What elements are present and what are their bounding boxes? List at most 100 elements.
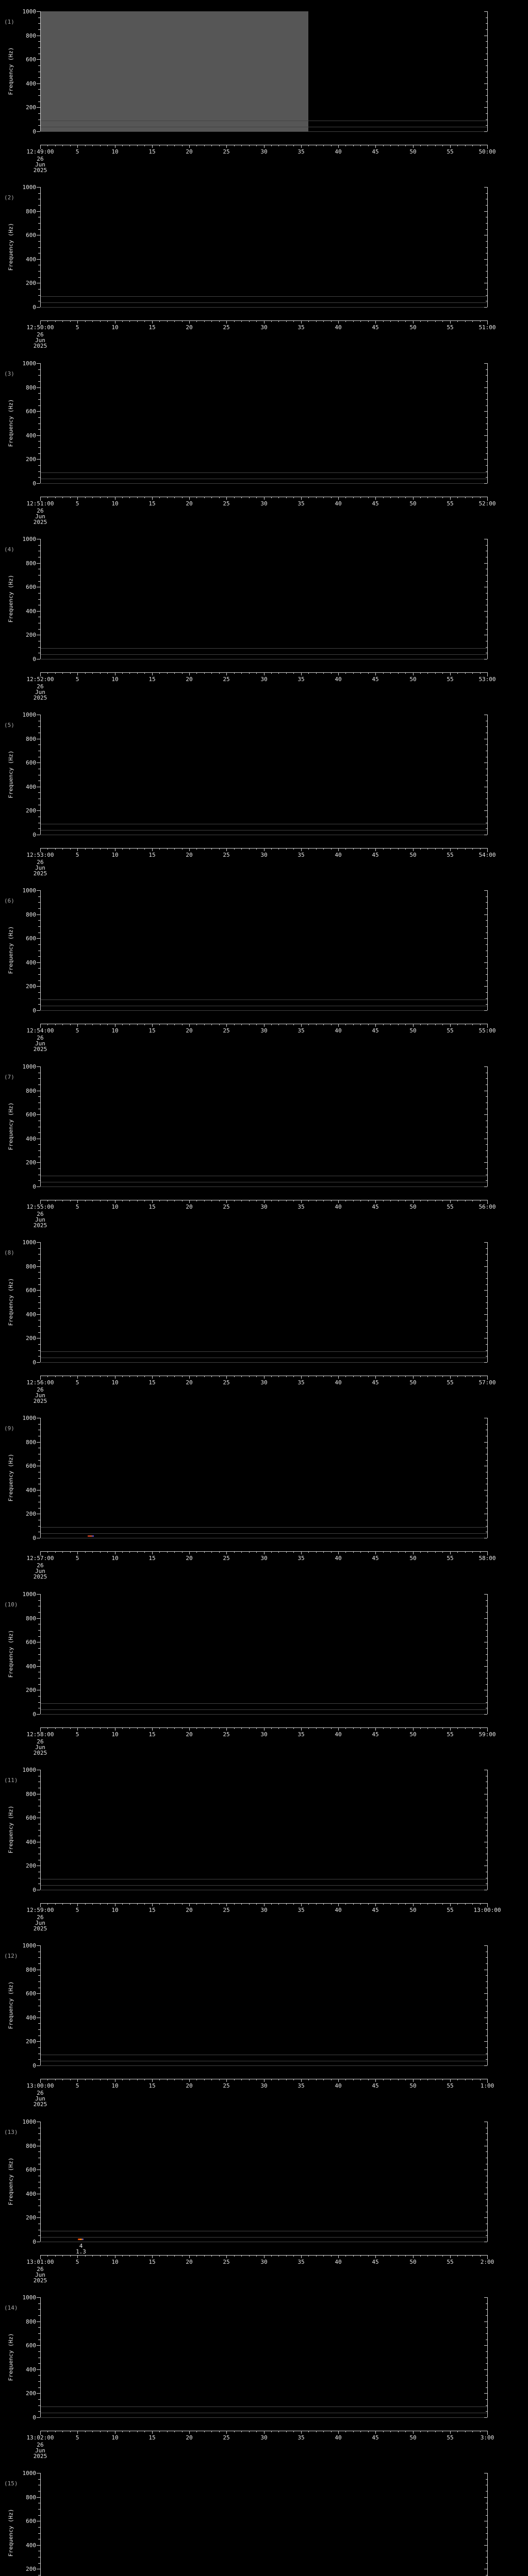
x-axis-minute-label: 25: [223, 676, 230, 683]
x-axis-major-tick: [450, 1727, 451, 1731]
x-axis-major-tick: [77, 848, 78, 851]
x-axis-minor-tick: [323, 672, 324, 674]
x-axis-edge-tick: [487, 145, 488, 149]
x-axis-minor-tick: [144, 145, 145, 146]
x-axis-minor-tick: [211, 1551, 212, 1553]
y-axis-tick-label: 600: [26, 1990, 36, 1997]
y-axis-minor-tick-right: [486, 2375, 487, 2376]
x-axis-minor-tick: [62, 848, 63, 850]
x-axis-minor-tick: [472, 2431, 473, 2432]
x-axis-minor-tick: [345, 1024, 346, 1025]
x-axis-major-tick: [77, 1903, 78, 1906]
y-axis-tick-label: 600: [26, 2166, 36, 2173]
y-axis-tick-label: 0: [32, 1183, 36, 1190]
x-axis-minor-tick: [390, 1200, 391, 1201]
x-axis-minor-tick: [331, 1200, 332, 1201]
x-axis-minute-label: 15: [148, 500, 156, 507]
x-axis-minor-tick: [427, 320, 428, 322]
y-axis-tick-label: 400: [26, 80, 36, 87]
x-axis-minor-tick: [472, 1551, 473, 1553]
y-axis-minor-tick-right: [486, 1684, 487, 1685]
y-axis-tick-label: 1000: [22, 1063, 37, 1070]
x-axis-minor-tick: [62, 1376, 63, 1377]
y-axis-major-tick-right: [484, 259, 487, 260]
start-time-label: 12:54:00: [26, 1027, 54, 1034]
x-axis-major-tick: [226, 672, 227, 675]
x-axis-major-tick: [115, 848, 116, 851]
y-axis-minor-tick-right: [486, 193, 487, 194]
x-axis-minor-tick: [122, 1551, 123, 1553]
y-axis-major-tick: [37, 2369, 40, 2370]
y-axis-major-tick-right: [484, 2065, 487, 2066]
y-axis-minor-tick: [38, 2309, 40, 2310]
x-axis-minor-tick: [47, 1376, 48, 1377]
x-axis-major-tick: [189, 1376, 190, 1379]
x-axis-minor-tick: [405, 2079, 406, 2080]
y-axis-major-tick: [37, 1666, 40, 1667]
y-axis-minor-tick-right: [486, 908, 487, 909]
y-axis-major-tick-right: [484, 11, 487, 12]
x-axis-minor-tick: [278, 1551, 279, 1553]
y-axis-minor-tick-right: [486, 2351, 487, 2352]
y-axis-minor-tick: [38, 2351, 40, 2352]
y-axis-minor-tick-right: [486, 2303, 487, 2304]
x-axis-minor-tick: [368, 1024, 369, 1025]
x-axis-minor-tick: [129, 1727, 130, 1729]
x-axis-minor-tick: [480, 848, 481, 850]
x-axis-minor-tick: [256, 1903, 257, 1905]
x-axis-major-tick: [115, 2431, 116, 2434]
x-axis-minor-tick: [271, 497, 272, 498]
x-axis-minor-tick: [167, 145, 168, 146]
x-axis-minor-tick: [107, 2079, 108, 2080]
y-axis-minor-tick: [38, 65, 40, 66]
x-axis-minor-tick: [62, 672, 63, 674]
x-axis-edge-tick: [487, 2255, 488, 2259]
panel-index-label: (4): [4, 546, 14, 553]
x-axis-minor-tick: [234, 320, 235, 322]
x-axis-minor-tick: [271, 2079, 272, 2080]
start-date-line: 2025: [33, 2277, 47, 2284]
x-axis-minor-tick: [271, 1376, 272, 1377]
x-axis-edge-tick: [40, 2079, 41, 2083]
x-axis-minor-tick: [219, 1727, 220, 1729]
persistent-frequency-line: [41, 2406, 487, 2407]
x-axis-minor-tick: [167, 1551, 168, 1553]
x-axis-minute-label: 55: [447, 1379, 454, 1386]
x-axis-minor-tick: [167, 2255, 168, 2257]
x-axis-minor-tick: [137, 2431, 138, 2432]
y-axis-minor-tick-right: [486, 89, 487, 90]
x-axis-minor-tick: [47, 2079, 48, 2080]
y-axis-tick-label: 400: [26, 608, 36, 615]
x-axis-minor-tick: [70, 1024, 71, 1025]
x-axis-minor-tick: [293, 1551, 294, 1553]
y-axis-tick-label: 0: [32, 480, 36, 487]
x-axis-minute-label: 5: [75, 324, 79, 331]
start-time-label: 12:57:00: [26, 1555, 54, 1562]
x-axis-minor-tick: [196, 2431, 197, 2432]
x-axis-major-tick: [152, 1727, 153, 1731]
x-axis-major-tick: [226, 848, 227, 851]
x-axis-minor-tick: [219, 1376, 220, 1377]
x-axis-major-tick: [264, 848, 265, 851]
y-axis-tick-label: 600: [26, 1111, 36, 1118]
x-axis-minor-tick: [278, 1376, 279, 1377]
x-axis-major-tick: [226, 1727, 227, 1731]
x-axis-minor-tick: [323, 1376, 324, 1377]
y-axis-major-tick: [37, 1618, 40, 1619]
y-axis-minor-tick: [38, 1350, 40, 1351]
x-axis-minute-label: 15: [148, 1027, 156, 1034]
y-axis-minor-tick-right: [486, 1678, 487, 1679]
x-axis-minor-tick: [182, 2431, 183, 2432]
y-axis-major-tick: [37, 914, 40, 915]
x-axis-minor-tick: [390, 2079, 391, 2080]
y-axis-major-tick-right: [484, 2345, 487, 2346]
y-axis-tick-label: 1000: [22, 1942, 37, 1949]
y-axis-tick-label: 600: [26, 408, 36, 415]
x-axis-minor-tick: [278, 2431, 279, 2432]
x-axis-minor-tick: [383, 1903, 384, 1905]
y-axis-tick-label: 600: [26, 1639, 36, 1646]
y-axis-minor-tick-right: [486, 1254, 487, 1255]
y-axis-major-tick-right: [484, 1290, 487, 1291]
x-axis-minor-tick: [316, 1024, 317, 1025]
start-date-line: Jun: [35, 1744, 45, 1751]
